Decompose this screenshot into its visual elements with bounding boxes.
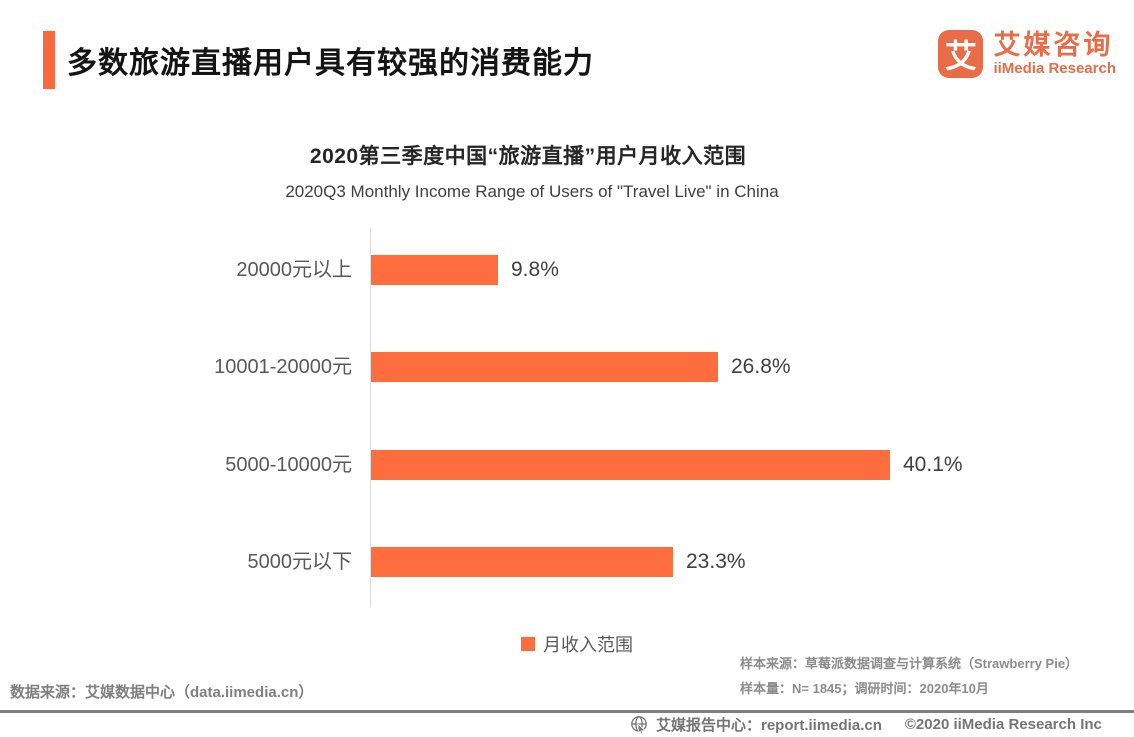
bar bbox=[371, 352, 718, 383]
sample-source-note: 样本来源：草莓派数据调查与计算系统（Strawberry Pie） bbox=[740, 656, 1079, 671]
logo-icon: 艾 bbox=[938, 30, 984, 78]
chart-subtitle: 2020Q3 Monthly Income Range of Users of … bbox=[285, 182, 779, 201]
category-label: 10001-20000元 bbox=[214, 356, 352, 379]
sample-size-note: 样本量：N= 1845；调研时间：2020年10月 bbox=[740, 681, 989, 696]
bar-value-label: 26.8% bbox=[731, 355, 791, 379]
footer: 艾媒报告中心：report.iimedia.cn ©2020 iiMedia R… bbox=[630, 714, 1102, 735]
category-label: 20000元以上 bbox=[236, 259, 352, 281]
logo-glyph: 艾 bbox=[944, 38, 977, 74]
report-center-text: 艾媒报告中心：report.iimedia.cn bbox=[656, 717, 882, 734]
legend-swatch bbox=[521, 637, 535, 651]
logo-text: 艾媒咨询 iiMedia Research bbox=[993, 30, 1116, 78]
footer-divider bbox=[0, 710, 1134, 713]
logo: 艾 艾媒咨询 iiMedia Research bbox=[938, 30, 1116, 78]
sample-notes: 样本来源：草莓派数据调查与计算系统（Strawberry Pie） 样本量：N=… bbox=[740, 651, 1078, 701]
bar-value-label: 23.3% bbox=[686, 549, 746, 573]
bar-value-label: 40.1% bbox=[903, 452, 963, 476]
category-label: 5000-10000元 bbox=[225, 453, 352, 476]
page-title: 多数旅游直播用户具有较强的消费能力 bbox=[67, 47, 594, 80]
copyright-text: ©2020 iiMedia Research Inc bbox=[904, 716, 1102, 733]
chart-title: 2020第三季度中国“旅游直播”用户月收入范围 bbox=[309, 145, 747, 168]
title-accent-bar bbox=[43, 31, 55, 89]
bar bbox=[371, 449, 890, 480]
y-axis-line bbox=[370, 228, 371, 607]
logo-name-cn: 艾媒咨询 bbox=[993, 30, 1114, 60]
chart-legend: 月收入范围 bbox=[10, 631, 1134, 657]
legend-label: 月收入范围 bbox=[543, 635, 633, 655]
data-source-note: 数据来源：艾媒数据中心（data.iimedia.cn） bbox=[10, 684, 314, 701]
category-label: 5000元以下 bbox=[247, 550, 353, 573]
bar-value-label: 9.8% bbox=[511, 258, 559, 281]
logo-name-en: iiMedia Research bbox=[993, 60, 1116, 77]
bar bbox=[371, 546, 673, 577]
bar bbox=[371, 255, 498, 285]
globe-cursor-icon bbox=[631, 716, 647, 734]
